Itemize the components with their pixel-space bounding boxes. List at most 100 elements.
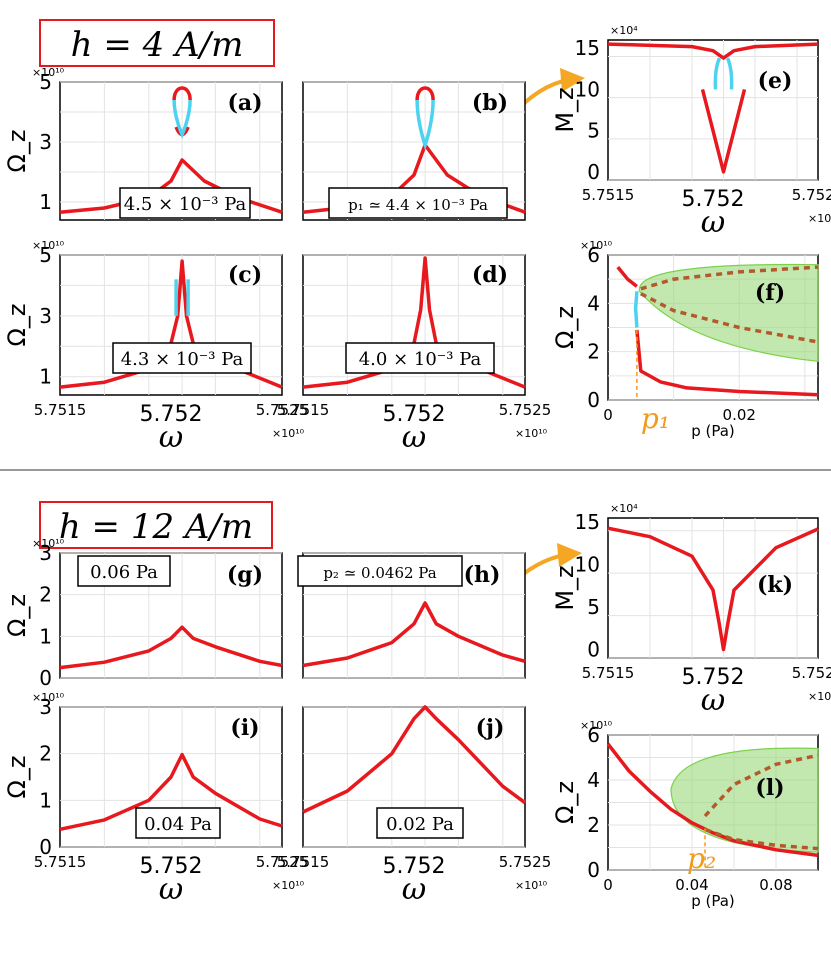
arrow-head-h-to-k <box>557 543 582 567</box>
plot-area-e <box>607 39 819 181</box>
section-title-bottom: h = 12 A/m <box>39 501 273 549</box>
series-unstable <box>725 57 734 90</box>
panel-label: (d) <box>472 262 508 288</box>
y-tick-label: 5 <box>39 243 52 267</box>
x-tick-label: 5.752 <box>682 187 745 212</box>
series-lower-stable <box>635 329 819 397</box>
panel-b: (b) p₁ ≃ 4.4 × 10⁻³ Pa <box>302 81 526 221</box>
annotation-text: 0.04 Pa <box>144 814 212 835</box>
annotation-box <box>119 187 251 219</box>
y-tick-label: 1 <box>39 624 52 648</box>
panel-label: (c) <box>228 262 262 288</box>
x-tick-label: 5.7525 <box>792 664 831 682</box>
panel-d: 5.7515 5.752 5.7525 ×10¹⁰ ω (d) 4.0 × 10⁻³ Pa <box>277 254 552 455</box>
series-dashed-lower <box>704 827 819 851</box>
y-tick-label: 6 <box>587 243 600 267</box>
series-m-z <box>607 526 819 652</box>
panel-label: (a) <box>227 90 262 116</box>
x-multiplier: ×10¹⁰ <box>808 690 831 703</box>
x-tick-label: 5.7515 <box>582 186 635 204</box>
y-multiplier: ×10¹⁰ <box>32 66 65 79</box>
series-m-z <box>607 42 819 60</box>
y-axis-label: Ω_z <box>3 756 31 799</box>
x-multiplier: ×10¹⁰ <box>515 427 548 440</box>
series-loop <box>172 86 192 101</box>
y-multiplier: ×10⁴ <box>610 502 638 515</box>
x-tick-label: 5.7515 <box>582 664 635 682</box>
x-tick-label: 5.7525 <box>256 853 309 871</box>
panel-e: 0 5 10 15 5.7515 5.752 5.7525 ×10⁴ ×10¹⁰ M_z ω (e) <box>551 24 831 240</box>
panel-label: (b) <box>472 90 508 116</box>
x-axis-label: ω <box>159 420 183 455</box>
series-unstable <box>172 99 192 139</box>
y-tick-label: 5 <box>587 119 600 143</box>
annotation-text: p₁ ≃ 4.4 × 10⁻³ Pa <box>348 196 488 214</box>
x-multiplier: ×10¹⁰ <box>272 879 305 892</box>
y-tick-label: 2 <box>39 742 52 766</box>
annotation-text: 4.0 × 10⁻³ Pa <box>359 349 482 370</box>
x-tick-label: 0.08 <box>759 876 792 894</box>
x-tick-label: 5.752 <box>682 665 745 690</box>
panel-label: (k) <box>757 572 793 598</box>
panel-j: 5.7515 5.752 5.7525 ×10¹⁰ ω (j) 0.02 Pa <box>277 705 552 907</box>
y-multiplier: ×10¹⁰ <box>32 239 65 252</box>
panel-f: p₁ 0 2 4 6 0 0.02 ×10¹⁰ Ω_zp (Pa) (f) <box>551 239 819 440</box>
annotation-text: p₂ ≃ 0.0462 Pa <box>323 564 436 582</box>
series-stable <box>606 742 819 858</box>
x-multiplier: ×10¹⁰ <box>272 427 305 440</box>
panel-i: 0 1 2 3 5.7515 5.752 5.7525 ×10¹⁰ ×10¹⁰ Ω_z ω (i) 0.… <box>3 691 308 907</box>
y-tick-label: 0 <box>587 160 600 184</box>
x-tick-label: 5.7525 <box>499 853 552 871</box>
annotation-box <box>297 555 463 587</box>
series-unstable <box>415 99 435 151</box>
x-multiplier: ×10¹⁰ <box>515 879 548 892</box>
series-unstable <box>713 57 722 90</box>
y-tick-label: 2 <box>587 340 600 364</box>
panel-label: (e) <box>758 68 793 94</box>
panel-label: (l) <box>755 775 784 801</box>
y-tick-label: 10 <box>575 77 600 101</box>
y-tick-label: 5 <box>587 595 600 619</box>
x-tick-label: 5.752 <box>383 402 446 427</box>
x-multiplier: ×10¹⁰ <box>808 212 831 225</box>
x-tick-label: 5.7525 <box>256 401 309 419</box>
annotation-box <box>135 807 221 839</box>
y-tick-label: 0 <box>39 835 52 859</box>
svg-text:h = 4 A/m: h = 4 A/m <box>71 25 244 65</box>
panel-a: 1 3 5×10¹⁰ Ω_z (a) 4.5 × 10⁻³ Pa <box>3 66 283 221</box>
section-title-top: h = 4 A/m <box>39 19 275 67</box>
x-tick-label: 5.752 <box>140 402 203 427</box>
y-axis-label: Ω_z <box>3 594 31 637</box>
y-tick-label: 1 <box>39 788 52 812</box>
annotation-text: 4.5 × 10⁻³ Pa <box>124 194 247 215</box>
y-tick-label: 3 <box>39 304 52 328</box>
y-tick-label: 5 <box>39 70 52 94</box>
panel-label: (g) <box>227 562 263 588</box>
panel-label: (j) <box>476 715 505 741</box>
annotation-text: 0.02 Pa <box>386 814 454 835</box>
annotation-box <box>376 807 464 839</box>
series--z <box>59 752 283 832</box>
series-unstable <box>633 291 639 328</box>
panel-label: (h) <box>464 562 501 588</box>
y-axis-label: Ω_z <box>551 781 579 824</box>
annotation-text: 0.06 Pa <box>90 562 158 583</box>
x-tick-label: 0.04 <box>675 876 708 894</box>
marker-label: p₂ <box>687 842 716 875</box>
x-axis-label: ω <box>159 872 183 907</box>
y-tick-label: 0 <box>39 666 52 690</box>
x-tick-label: 5.752 <box>383 854 446 879</box>
x-tick-label: 0 <box>603 876 613 894</box>
arrow-head-b-to-e <box>560 68 585 92</box>
panel-k: 0 5 10 15 5.7515 5.752 5.7525 ×10⁴ ×10¹⁰ M_z ω (k) <box>551 502 831 718</box>
panel-g: 0 1 2 3×10¹⁰ Ω_z (g) 0.06 Pa <box>3 537 283 690</box>
series-dip <box>700 88 747 174</box>
annotation-box <box>77 555 171 587</box>
x-tick-label: 5.7525 <box>792 186 831 204</box>
x-tick-label: 5.7525 <box>499 401 552 419</box>
x-tick-label: 5.7515 <box>277 401 330 419</box>
x-tick-label: 5.7515 <box>34 401 87 419</box>
x-tick-label: 0.02 <box>723 406 756 424</box>
annotation-box <box>345 342 495 374</box>
